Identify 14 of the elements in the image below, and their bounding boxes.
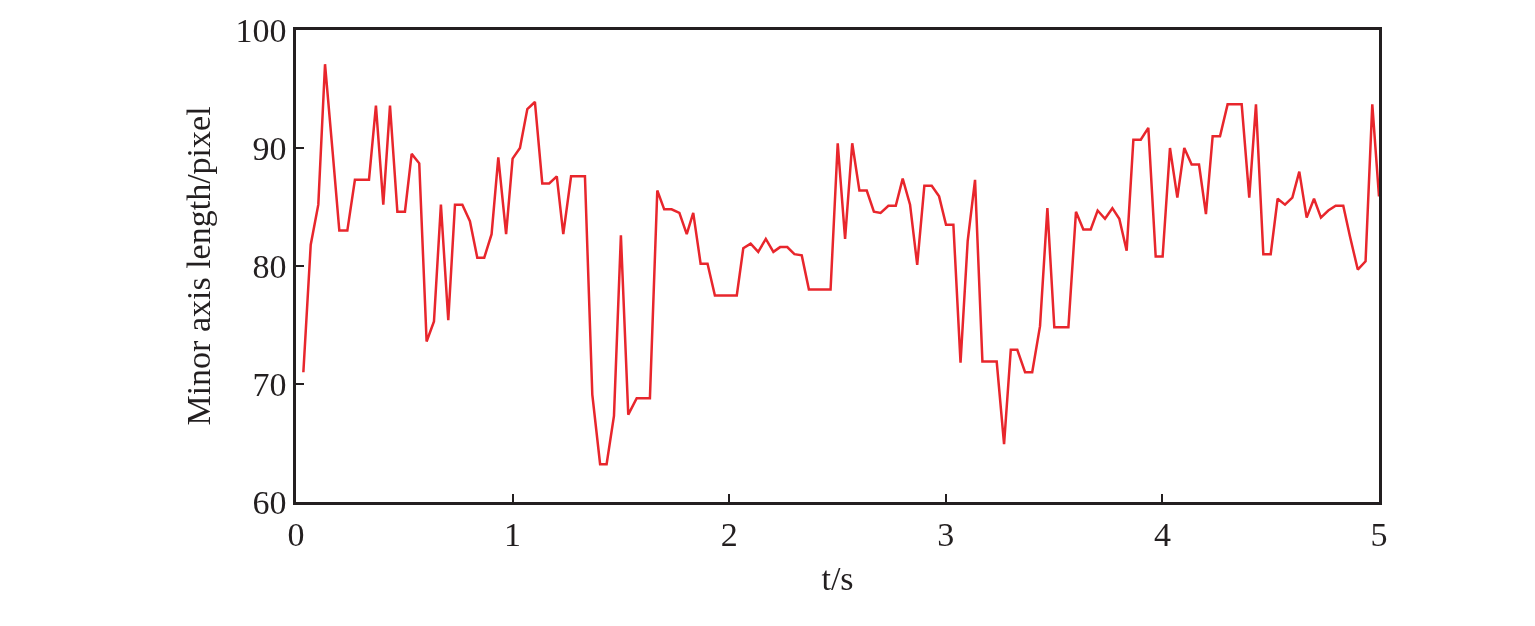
x-tick-label: 4 bbox=[1153, 515, 1171, 553]
line-series bbox=[302, 62, 1379, 466]
x-tick-label: 5 bbox=[1370, 515, 1388, 553]
x-tick-label: 2 bbox=[720, 515, 738, 553]
x-tick-label: 0 bbox=[287, 515, 305, 553]
y-tick-label: 80 bbox=[252, 247, 287, 285]
x-tick-label: 1 bbox=[504, 515, 522, 553]
y-tick-label: 60 bbox=[252, 483, 287, 521]
x-axis-title: t/s bbox=[821, 559, 854, 597]
y-tick-label: 90 bbox=[252, 129, 287, 167]
y-axis-title: Minor axis length/pixel bbox=[180, 106, 218, 426]
y-tick-label: 70 bbox=[252, 365, 287, 403]
x-tick-label: 3 bbox=[937, 515, 955, 553]
y-tick-label: 100 bbox=[235, 11, 287, 49]
